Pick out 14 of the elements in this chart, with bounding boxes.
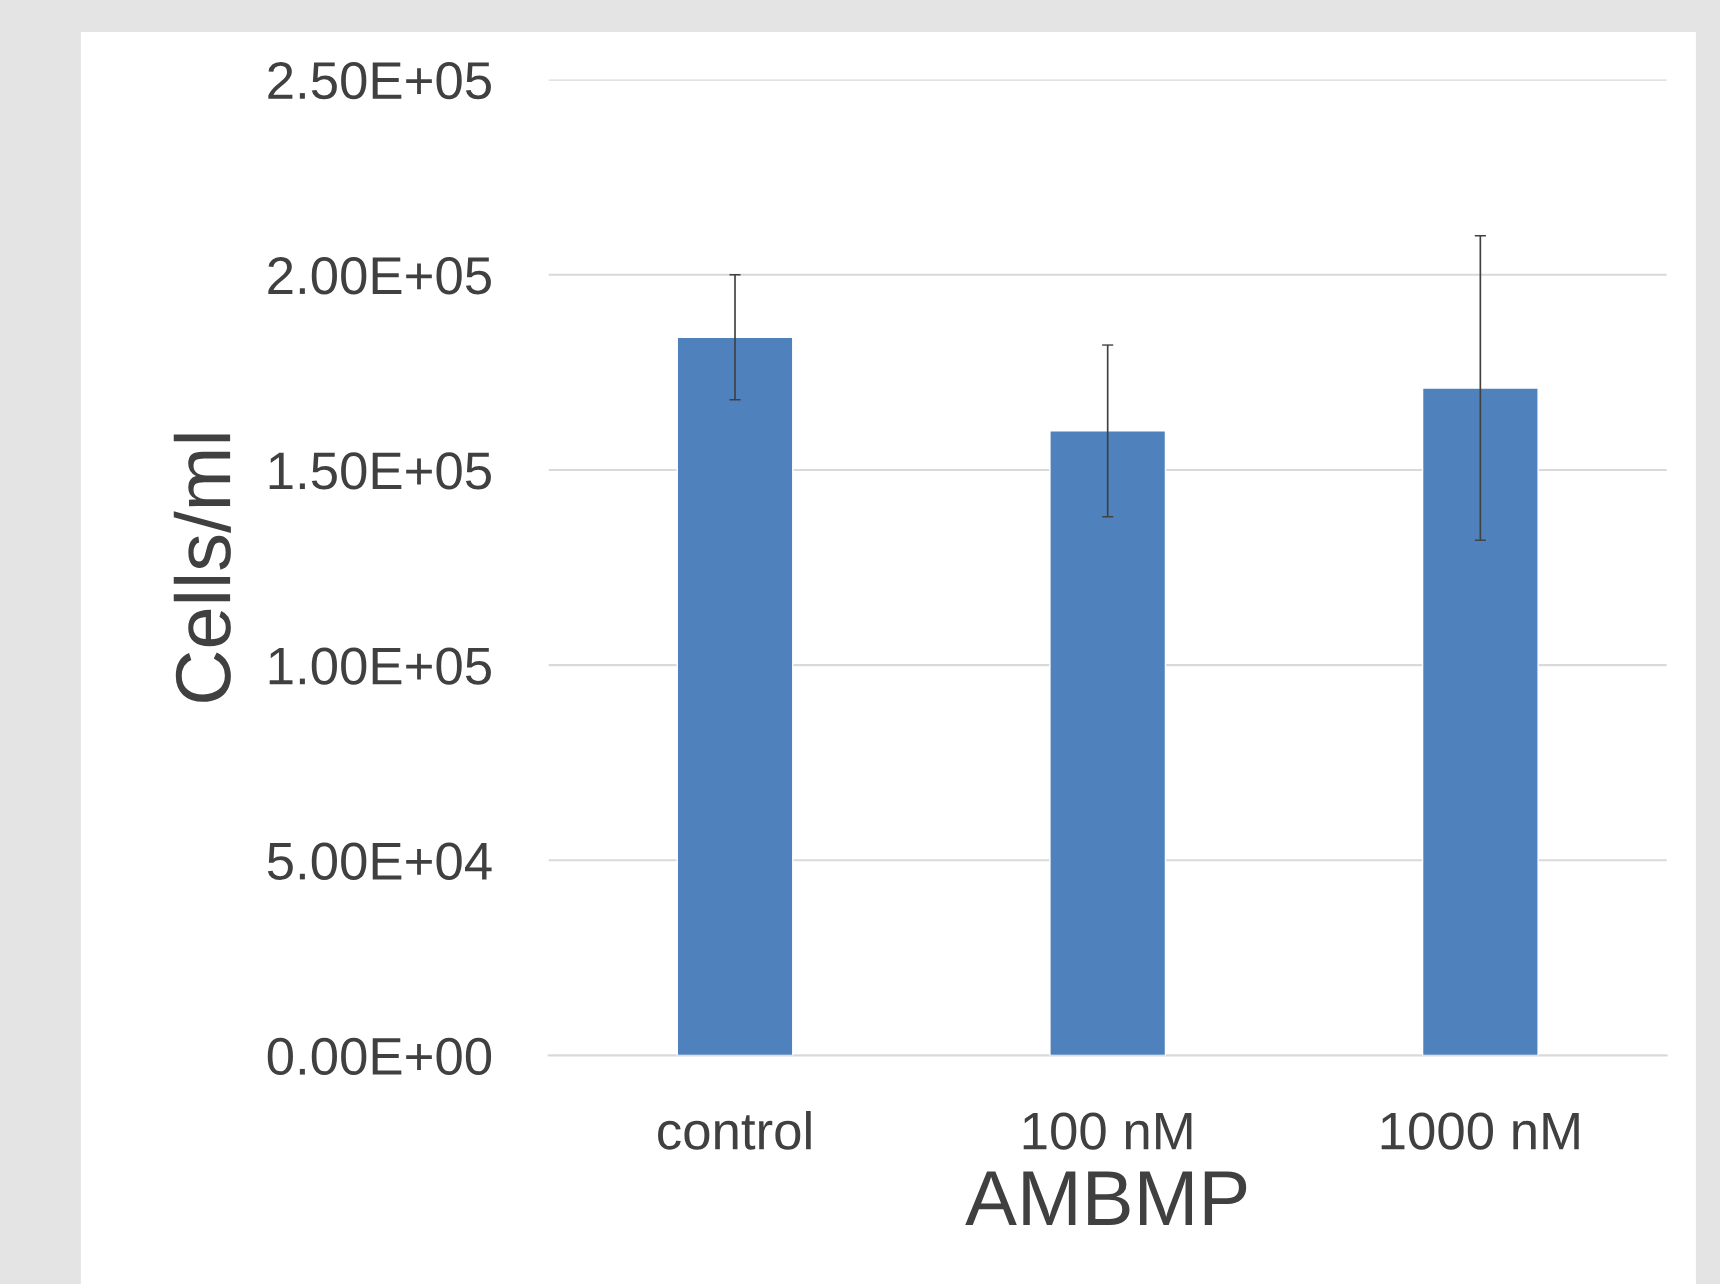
y-tick-label: 2.00E+05 bbox=[268, 257, 491, 295]
y-tick-label: 0.00E+00 bbox=[267, 1037, 492, 1076]
y-tick-label: 1.50E+05 bbox=[269, 452, 491, 490]
bar bbox=[1049, 430, 1167, 1056]
y-axis-title: Cells/ml bbox=[173, 434, 231, 702]
x-axis-title: AMBMP bbox=[965, 1171, 1247, 1225]
x-tick-label: 100 nM bbox=[1023, 1112, 1192, 1150]
bar bbox=[1421, 387, 1539, 1056]
bar bbox=[676, 336, 794, 1056]
y-tick-label: 5.00E+04 bbox=[267, 842, 492, 880]
x-tick-label: 1000 nM bbox=[1381, 1112, 1579, 1150]
y-tick-label: 2.50E+05 bbox=[268, 61, 491, 100]
y-tick-label: 1.00E+05 bbox=[269, 647, 491, 685]
x-tick-label: control bbox=[658, 1111, 811, 1150]
